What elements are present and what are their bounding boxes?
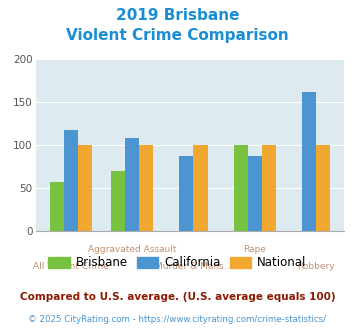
Bar: [262, 145, 276, 231]
Bar: [111, 171, 125, 231]
Text: Aggravated Assault: Aggravated Assault: [88, 245, 176, 254]
Text: Compared to U.S. average. (U.S. average equals 100): Compared to U.S. average. (U.S. average …: [20, 292, 335, 302]
Bar: [50, 182, 64, 231]
Bar: [139, 145, 153, 231]
Text: Murder & Mans...: Murder & Mans...: [155, 262, 232, 271]
Text: © 2025 CityRating.com - https://www.cityrating.com/crime-statistics/: © 2025 CityRating.com - https://www.city…: [28, 315, 327, 324]
Bar: [179, 156, 193, 231]
Text: 2019 Brisbane: 2019 Brisbane: [116, 8, 239, 23]
Legend: Brisbane, California, National: Brisbane, California, National: [44, 252, 311, 274]
Text: All Violent Crime: All Violent Crime: [33, 262, 109, 271]
Bar: [302, 92, 316, 231]
Bar: [193, 145, 208, 231]
Bar: [64, 130, 78, 231]
Bar: [248, 156, 262, 231]
Text: Violent Crime Comparison: Violent Crime Comparison: [66, 28, 289, 43]
Bar: [234, 145, 248, 231]
Text: Robbery: Robbery: [297, 262, 335, 271]
Bar: [316, 145, 330, 231]
Bar: [78, 145, 92, 231]
Bar: [125, 138, 139, 231]
Text: Rape: Rape: [244, 245, 266, 254]
